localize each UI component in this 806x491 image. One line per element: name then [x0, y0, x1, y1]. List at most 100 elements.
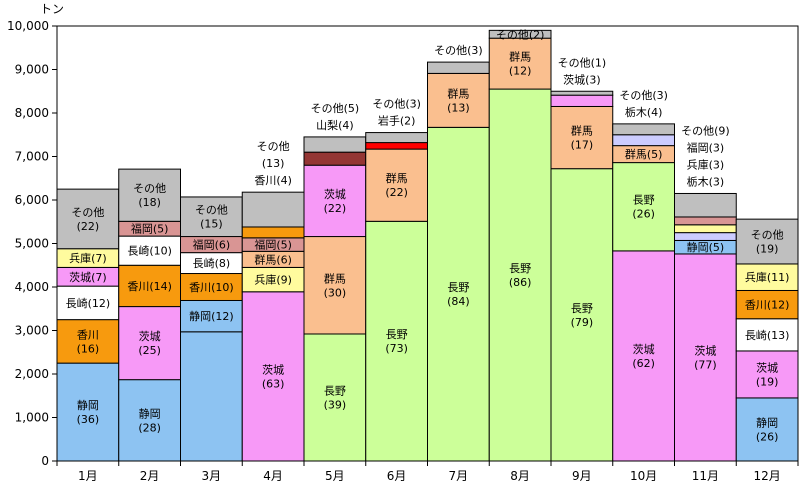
- bar-segment: [550, 168, 614, 462]
- segment-label: (12): [509, 65, 532, 78]
- y-tick-label: 8,000: [15, 106, 49, 120]
- bar-segment: [56, 362, 120, 462]
- bar-segment: [674, 224, 737, 234]
- bar-segment: [118, 379, 181, 462]
- outside-label: その他(3): [619, 89, 668, 102]
- bar-segment: [427, 126, 490, 462]
- outside-label: その他(1): [558, 56, 607, 69]
- segment-label: 長野: [324, 384, 346, 397]
- segment-label: 長野: [633, 194, 655, 207]
- y-tick-label: 3,000: [15, 324, 49, 338]
- bar-segment: [674, 253, 737, 462]
- segment-label: その他(2): [496, 28, 545, 41]
- x-tick-label: 9月: [572, 469, 592, 483]
- bar-segment: [612, 134, 675, 147]
- segment-label: 茨城: [633, 342, 655, 356]
- segment-label: (15): [200, 218, 223, 231]
- bar-segment: [612, 123, 675, 136]
- segment-label: その他: [751, 229, 784, 242]
- segment-label: 香川(14): [127, 280, 172, 293]
- segment-label: (28): [138, 421, 161, 434]
- bar-segment: [427, 61, 490, 74]
- bar-segment: [735, 263, 799, 291]
- segment-label: 長野: [509, 262, 531, 275]
- bar-segment: [365, 220, 428, 462]
- bar-segment: [735, 289, 799, 320]
- segment-label: 群馬: [324, 271, 346, 285]
- outside-label: (13): [262, 157, 285, 170]
- segment-label: 茨城: [324, 187, 346, 201]
- segment-label: (25): [138, 344, 161, 357]
- segment-label: (63): [262, 377, 285, 390]
- segment-label: (36): [77, 413, 100, 426]
- bar-segment: [180, 196, 243, 238]
- segment-label: (86): [509, 276, 532, 289]
- bar-segment: [365, 132, 428, 144]
- bar-segment: [118, 168, 181, 222]
- segment-label: (13): [447, 101, 470, 114]
- x-tick-label: 8月: [510, 469, 530, 483]
- x-tick-label: 12月: [753, 469, 780, 483]
- x-tick-label: 11月: [692, 469, 719, 483]
- y-tick-label: 5,000: [15, 237, 49, 251]
- x-tick-label: 4月: [263, 469, 283, 483]
- segment-label: 茨城: [262, 362, 284, 376]
- segment-label: 茨城: [694, 343, 716, 357]
- segment-label: (39): [324, 398, 347, 411]
- segment-label: 静岡(12): [189, 309, 234, 323]
- bar-segment: [488, 29, 552, 39]
- bar-segment: [735, 397, 799, 462]
- bar-segment: [56, 188, 120, 250]
- segment-label: (26): [756, 430, 779, 443]
- bar-segment: [427, 72, 490, 128]
- segment-label: 長崎(12): [66, 296, 111, 310]
- segment-label: (77): [694, 358, 717, 371]
- outside-label: 茨城(3): [563, 72, 601, 86]
- y-tick-label: 4,000: [15, 280, 49, 294]
- segment-label: 茨城: [139, 329, 161, 343]
- bar-segment: [674, 232, 737, 241]
- segment-label: 香川(12): [745, 299, 790, 312]
- segment-label: 群馬: [386, 171, 408, 185]
- outside-label: その他(3): [434, 44, 483, 57]
- segment-label: (22): [77, 220, 100, 233]
- bar-segment: [612, 250, 675, 462]
- bar-segment: [241, 191, 305, 228]
- bar-segment: [56, 319, 120, 364]
- segment-label: その他: [195, 204, 228, 217]
- y-tick-label: 1,000: [15, 411, 49, 425]
- segment-label: 群馬: [571, 124, 593, 138]
- bar-segment: [241, 226, 305, 239]
- x-tick-label: 2月: [140, 469, 160, 483]
- segment-label: 群馬: [509, 50, 531, 64]
- segment-label: 兵庫(11): [745, 270, 790, 284]
- y-tick-label: 9,000: [15, 63, 49, 77]
- segment-label: 福岡(5): [254, 238, 292, 252]
- segment-label: (18): [138, 196, 161, 209]
- segment-label: (17): [571, 139, 594, 152]
- segment-label: 茨城(7): [69, 270, 107, 284]
- axis-layer: 0 1,000 2,000 3,000 4,000 5,000 6,000 7,000 8,00…: [7, 19, 799, 483]
- segment-label: 兵庫(7): [69, 251, 107, 265]
- outside-label: 香川(4): [254, 174, 292, 187]
- bar-segment: [241, 291, 305, 462]
- segment-label: (84): [447, 295, 470, 308]
- x-tick-label: 7月: [449, 469, 469, 483]
- segment-label: 静岡: [756, 415, 778, 429]
- segment-label: (79): [571, 316, 594, 329]
- y-axis-unit-label: トン: [40, 2, 64, 16]
- segment-label: (26): [632, 208, 655, 221]
- segment-label: (19): [756, 375, 779, 388]
- segment-label: その他: [71, 206, 104, 219]
- outside-label: 栃木(4): [625, 105, 663, 119]
- segment-label: (30): [324, 286, 347, 299]
- bar-segment: [674, 216, 737, 226]
- x-tick-label: 1月: [78, 469, 98, 483]
- bar-segment: [180, 299, 243, 333]
- bar-segment: [365, 142, 428, 150]
- labels-layer: 静岡(36)香川(16)長崎(12)茨城(7)兵庫(7)その他(22)静岡(28…: [66, 28, 790, 443]
- y-tick-label: 10,000: [7, 19, 49, 33]
- segment-label: その他: [133, 182, 166, 195]
- outside-label: 山梨(4): [316, 118, 354, 132]
- segment-label: (62): [632, 357, 655, 370]
